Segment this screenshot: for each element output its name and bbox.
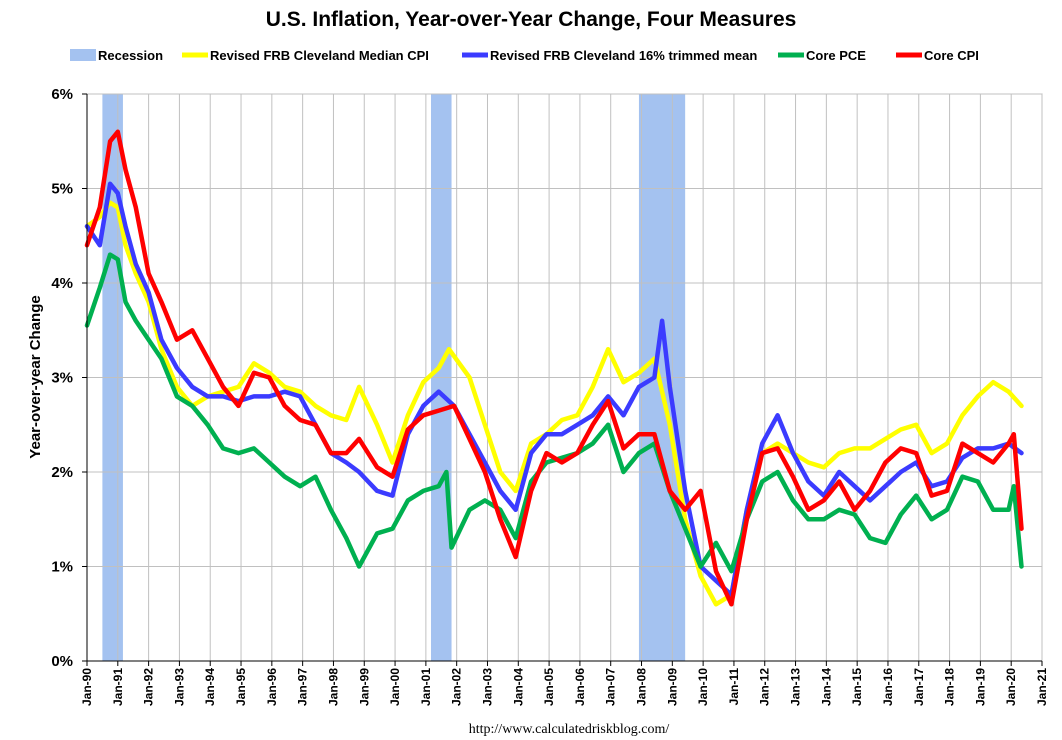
legend-label: Revised FRB Cleveland Median CPI <box>210 48 429 63</box>
x-tick-label: Jan-91 <box>111 668 125 706</box>
y-tick-label: 4% <box>51 275 73 292</box>
series-lines <box>84 129 1024 607</box>
y-tick-labels: 0% 1% 2% 3% 4% 5% 6% <box>51 86 87 670</box>
x-tick-label: Jan-90 <box>80 668 94 706</box>
x-tick-label: Jan-13 <box>789 668 803 706</box>
x-tick-label: Jan-07 <box>604 668 618 706</box>
x-tick-label: Jan-00 <box>388 668 402 706</box>
x-tick-label: Jan-02 <box>450 668 464 706</box>
x-tick-label: Jan-11 <box>727 668 741 706</box>
y-tick-label: 1% <box>51 559 73 576</box>
x-tick-label: Jan-97 <box>296 668 310 706</box>
x-tick-label: Jan-05 <box>542 668 556 706</box>
chart-legend: Recession Revised FRB Cleveland Median CP… <box>70 48 979 63</box>
legend-swatch <box>70 49 96 61</box>
legend-label: Revised FRB Cleveland 16% trimmed mean <box>490 48 757 63</box>
x-tick-label: Jan-19 <box>973 668 987 706</box>
source-url[interactable]: http://www.calculatedriskblog.com/ <box>469 722 670 737</box>
x-tick-label: Jan-92 <box>142 668 156 706</box>
y-axis-title: Year-over-year Change <box>27 295 44 458</box>
y-tick-label: 6% <box>51 86 73 103</box>
x-tick-label: Jan-14 <box>819 668 833 706</box>
legend-label: Core CPI <box>924 48 979 63</box>
x-tick-label: Jan-96 <box>265 668 279 706</box>
legend-label: Core PCE <box>806 48 866 63</box>
x-tick-label: Jan-09 <box>665 668 679 706</box>
x-tick-label: Jan-08 <box>635 668 649 706</box>
x-tick-label: Jan-16 <box>881 668 895 706</box>
y-tick-label: 0% <box>51 653 73 670</box>
x-tick-label: Jan-10 <box>696 668 710 706</box>
series-line-1 <box>84 200 1024 607</box>
legend-item-4: Core PCE <box>778 48 866 63</box>
x-tick-label: Jan-20 <box>1004 668 1018 706</box>
x-tick-labels: Jan-90 Jan-91 Jan-92 Jan-93 Jan-94 Jan-95 Jan-… <box>80 661 1049 706</box>
x-tick-label: Jan-98 <box>327 668 341 706</box>
x-tick-label: Jan-99 <box>357 668 371 706</box>
y-tick-label: 2% <box>51 464 73 481</box>
x-tick-label: Jan-12 <box>758 668 772 706</box>
x-tick-label: Jan-06 <box>573 668 587 706</box>
legend-label: Recession <box>98 48 163 63</box>
chart-title: U.S. Inflation, Year-over-Year Change, F… <box>266 8 797 31</box>
x-tick-label: Jan-01 <box>419 668 433 706</box>
x-tick-label: Jan-93 <box>172 668 186 706</box>
legend-item-3: Revised FRB Cleveland 16% trimmed mean <box>462 48 757 63</box>
y-tick-label: 5% <box>51 181 73 198</box>
x-tick-label: Jan-04 <box>511 668 525 706</box>
legend-item-2: Revised FRB Cleveland Median CPI <box>182 48 429 63</box>
y-tick-label: 3% <box>51 370 73 387</box>
x-tick-label: Jan-94 <box>203 668 217 706</box>
series-line-2 <box>84 181 1024 598</box>
x-tick-label: Jan-21 <box>1035 668 1049 706</box>
x-tick-label: Jan-18 <box>943 668 957 706</box>
x-tick-label: Jan-15 <box>850 668 864 706</box>
legend-item-1: Recession <box>70 48 163 63</box>
legend-item-5: Core CPI <box>896 48 979 63</box>
x-tick-label: Jan-95 <box>234 668 248 706</box>
series-line-4 <box>84 129 1024 607</box>
x-tick-label: Jan-17 <box>912 668 926 706</box>
x-tick-label: Jan-03 <box>481 668 495 706</box>
